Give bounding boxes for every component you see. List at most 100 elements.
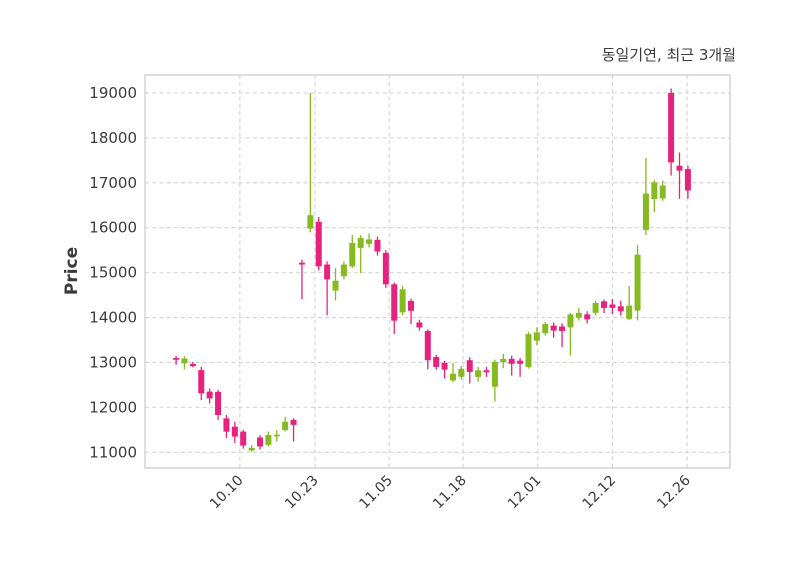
candle: [374, 236, 381, 256]
candle: [198, 366, 205, 401]
candle: [525, 331, 532, 369]
candle-body: [642, 193, 649, 230]
candle: [416, 319, 423, 331]
candle-body: [307, 215, 314, 229]
candle: [617, 300, 624, 316]
candle: [559, 323, 566, 348]
candle: [349, 234, 356, 269]
candle-body: [324, 264, 331, 280]
candle-body: [215, 391, 222, 416]
candle: [642, 158, 649, 235]
candle: [550, 322, 557, 338]
candle-body: [659, 185, 666, 199]
candle-body: [298, 262, 305, 265]
candle-body: [684, 169, 691, 191]
candle-body: [231, 426, 238, 437]
candle-body: [315, 221, 322, 267]
candle: [659, 180, 666, 201]
candle: [298, 259, 305, 300]
candle-body: [282, 421, 289, 431]
candle: [584, 311, 591, 324]
candle: [332, 268, 339, 301]
y-tick-label: 11000: [89, 443, 137, 461]
candle-body: [592, 302, 599, 313]
candle: [366, 233, 373, 248]
candle: [399, 286, 406, 316]
candle: [315, 216, 322, 271]
candle-body: [382, 252, 389, 285]
candle-body: [433, 357, 440, 367]
chart-title: 동일기연, 최근 3개월: [601, 46, 736, 64]
candle-body: [575, 312, 582, 318]
candle-body: [206, 391, 213, 399]
candle: [265, 431, 272, 447]
candle-body: [668, 92, 675, 163]
candle: [651, 180, 658, 212]
candle-body: [265, 434, 272, 445]
candle: [592, 300, 599, 316]
candle-body: [248, 447, 255, 451]
x-tick-label: 12.01: [505, 473, 545, 513]
candle: [542, 322, 549, 336]
candle: [382, 250, 389, 288]
candle-body: [181, 358, 188, 364]
y-tick-label: 17000: [89, 174, 137, 192]
candle-body: [198, 370, 205, 394]
candle: [600, 299, 607, 314]
candle: [290, 418, 297, 442]
y-tick-label: 13000: [89, 353, 137, 371]
candle: [189, 361, 196, 368]
candle: [449, 362, 456, 383]
candle: [307, 92, 314, 233]
candle-body: [559, 326, 566, 332]
candle-body: [332, 280, 339, 291]
x-tick-label: 12.12: [580, 473, 620, 513]
y-tick-labels: 11000 12000 13000 14000 15000 16000 17000 18000…: [89, 84, 137, 461]
candle-body: [240, 431, 247, 446]
candle: [408, 298, 415, 325]
candle-body: [399, 289, 406, 313]
y-tick-label: 19000: [89, 84, 137, 102]
candle: [517, 357, 524, 377]
candle-body: [676, 165, 683, 171]
candle: [458, 366, 465, 380]
candle-body: [441, 362, 448, 370]
candle-body: [449, 373, 456, 381]
candle: [533, 327, 540, 346]
candle-body: [366, 239, 373, 244]
candle: [206, 388, 213, 404]
y-tick-label: 15000: [89, 264, 137, 282]
candle: [466, 357, 473, 384]
candle-body: [475, 370, 482, 377]
candle: [340, 261, 347, 280]
candle: [173, 355, 180, 365]
candle: [181, 356, 188, 370]
y-tick-label: 18000: [89, 129, 137, 147]
candle-body: [508, 358, 515, 364]
candle: [491, 359, 498, 402]
candle-body: [584, 314, 591, 320]
candle-body: [542, 324, 549, 334]
candle-body: [517, 360, 524, 364]
gridlines: [145, 75, 730, 468]
candle-body: [416, 322, 423, 328]
candle: [273, 430, 280, 442]
candle-body: [357, 238, 364, 248]
candle: [567, 313, 574, 356]
candle-body: [617, 306, 624, 312]
candles: [173, 88, 691, 452]
candle-body: [374, 239, 381, 252]
candle-body: [458, 368, 465, 377]
candle: [357, 235, 364, 274]
candle: [223, 415, 230, 439]
candle: [483, 366, 490, 377]
candle-body: [173, 357, 180, 360]
candle: [240, 429, 247, 449]
candle-body: [491, 362, 498, 387]
candle: [324, 261, 331, 316]
candle: [626, 285, 633, 321]
candle-body: [626, 305, 633, 319]
x-tick-label: 11.18: [430, 473, 470, 513]
candle-body: [525, 334, 532, 367]
